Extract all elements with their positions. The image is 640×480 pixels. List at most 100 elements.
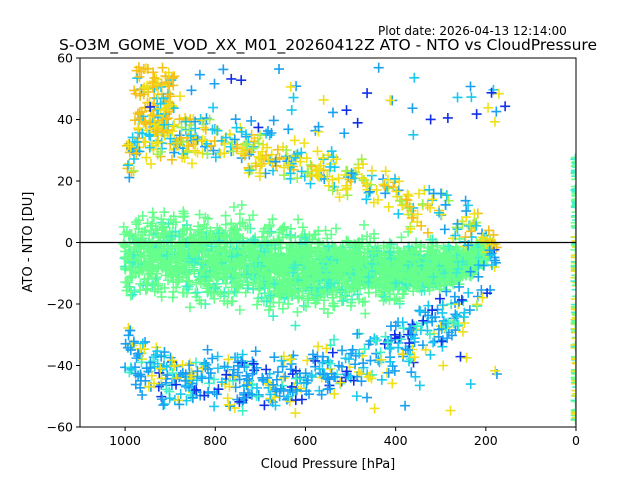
scatter-point xyxy=(336,376,347,387)
scatter-point xyxy=(131,353,142,364)
scatter-point xyxy=(198,122,209,133)
scatter-point xyxy=(171,379,182,390)
scatter-point xyxy=(213,261,224,272)
scatter-point xyxy=(128,336,139,347)
scatter-point xyxy=(366,165,377,176)
scatter-point xyxy=(202,148,213,159)
scatter-point xyxy=(290,373,301,384)
plot-date: Plot date: 2026-04-13 12:14:00 xyxy=(378,24,567,38)
scatter-point xyxy=(230,382,241,393)
scatter-point xyxy=(375,256,386,267)
scatter-point xyxy=(237,246,248,257)
scatter-point xyxy=(369,403,380,414)
scatter-point xyxy=(248,141,259,152)
scatter-point xyxy=(174,114,185,125)
scatter-point xyxy=(466,92,477,103)
scatter-point xyxy=(172,276,183,287)
scatter-point xyxy=(461,206,472,217)
scatter-point xyxy=(200,271,211,282)
scatter-point xyxy=(433,331,444,342)
scatter-point xyxy=(179,254,190,265)
scatter-point xyxy=(409,333,420,344)
chart-title: S-O3M_GOME_VOD_XX_M01_20260412Z ATO - NT… xyxy=(59,36,597,55)
scatter-point xyxy=(207,124,218,135)
scatter-point xyxy=(241,139,252,150)
scatter-point xyxy=(265,261,276,272)
scatter-point xyxy=(339,286,350,297)
scatter-point xyxy=(155,363,166,374)
scatter-point xyxy=(162,124,173,135)
scatter-point xyxy=(230,114,241,125)
scatter-point xyxy=(330,271,341,282)
scatter-point xyxy=(252,382,262,393)
scatter-point xyxy=(329,371,340,382)
scatter-point xyxy=(148,278,159,289)
scatter-point xyxy=(277,303,288,314)
scatter-point xyxy=(166,154,177,165)
data-points xyxy=(118,62,576,426)
scatter-point xyxy=(571,203,576,206)
scatter-point xyxy=(212,222,223,233)
scatter-point xyxy=(455,351,466,362)
scatter-point xyxy=(572,284,576,287)
scatter-point xyxy=(493,88,504,99)
scatter-point xyxy=(361,255,372,266)
scatter-point xyxy=(396,262,407,273)
scatter-point xyxy=(354,348,365,359)
scatter-point xyxy=(572,281,576,284)
scatter-point xyxy=(302,242,313,253)
scatter-point xyxy=(571,333,576,344)
scatter-point xyxy=(159,258,170,269)
scatter-point xyxy=(454,281,465,292)
scatter-point xyxy=(272,144,283,155)
scatter-point xyxy=(420,307,431,318)
scatter-point xyxy=(184,302,195,313)
scatter-point xyxy=(571,367,576,378)
scatter-point xyxy=(132,348,143,359)
scatter-point xyxy=(124,158,135,169)
scatter-point xyxy=(360,308,371,319)
scatter-point xyxy=(165,133,176,144)
scatter-point xyxy=(384,247,395,258)
scatter-point xyxy=(156,78,167,89)
scatter-point xyxy=(571,186,576,197)
scatter-point xyxy=(162,77,173,88)
scatter-point xyxy=(326,146,337,157)
scatter-point xyxy=(217,252,228,263)
scatter-point xyxy=(422,227,433,238)
scatter-point xyxy=(243,243,254,254)
scatter-point xyxy=(434,293,445,304)
scatter-point xyxy=(482,288,493,299)
scatter-point xyxy=(212,125,223,136)
scatter-point xyxy=(572,336,576,339)
scatter-point xyxy=(350,259,361,270)
scatter-point xyxy=(133,62,144,73)
scatter-point xyxy=(169,147,180,158)
scatter-point xyxy=(164,99,175,110)
scatter-point xyxy=(248,358,259,369)
scatter-point xyxy=(484,245,495,256)
scatter-point xyxy=(409,352,420,363)
scatter-point xyxy=(424,281,435,292)
scatter-point xyxy=(349,239,360,250)
scatter-point xyxy=(306,370,317,381)
scatter-point xyxy=(483,102,494,113)
scatter-point xyxy=(167,73,178,84)
scatter-point xyxy=(279,162,290,173)
scatter-point xyxy=(130,88,141,99)
scatter-point xyxy=(181,269,192,280)
scatter-point xyxy=(310,355,321,366)
scatter-point xyxy=(450,309,461,320)
scatter-point xyxy=(572,166,576,168)
scatter-point xyxy=(571,319,576,330)
scatter-point xyxy=(571,227,576,229)
scatter-point xyxy=(404,269,415,280)
scatter-point xyxy=(442,112,453,123)
scatter-point xyxy=(147,207,158,218)
scatter-point xyxy=(571,270,576,281)
scatter-point xyxy=(403,345,414,356)
scatter-point xyxy=(388,257,399,268)
scatter-point xyxy=(150,138,161,149)
scatter-point xyxy=(444,270,455,281)
scatter-point xyxy=(456,294,467,305)
